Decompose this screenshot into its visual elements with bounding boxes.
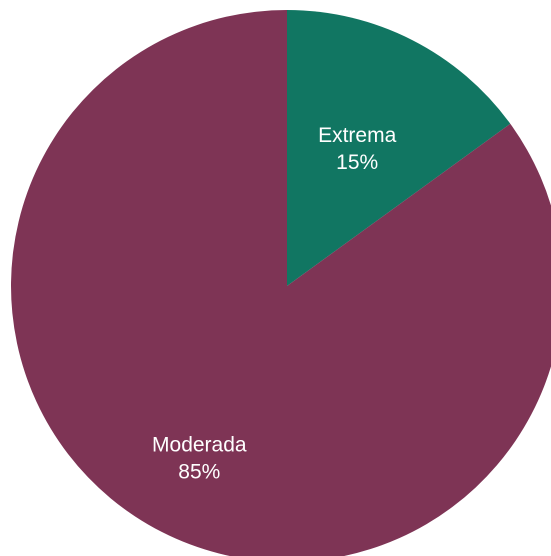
slice-value-label: 85%	[178, 461, 220, 484]
slice-value-label: 15%	[336, 151, 378, 174]
pie-slices	[11, 10, 551, 556]
pie-slice-extrema	[287, 10, 511, 286]
pie-slice-moderada	[11, 10, 551, 556]
slice-category-label: Moderada	[152, 434, 247, 457]
pie-labels: Extrema 15% Moderada 85%	[152, 124, 397, 484]
slice-category-label: Extrema	[318, 124, 397, 147]
